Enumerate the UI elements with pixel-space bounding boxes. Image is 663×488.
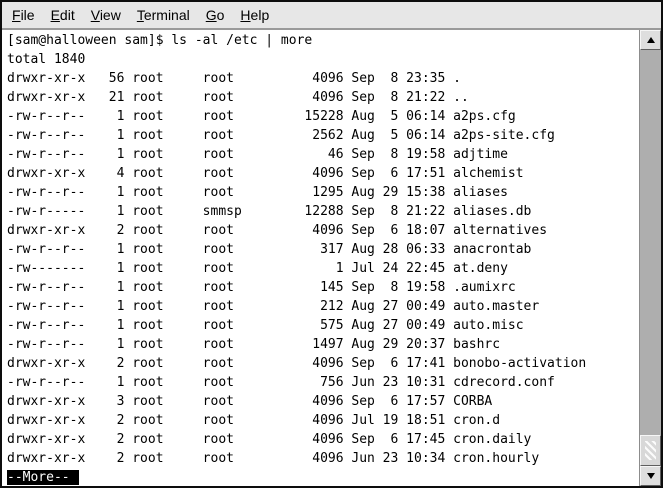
menu-item-edit[interactable]: Edit [50,7,75,23]
menu-item-label: F [12,7,21,23]
scrollbar-thumb[interactable] [640,435,661,466]
more-prompt-line: --More-- [7,468,639,486]
menu-bar: File Edit View Terminal Go Help [2,2,661,30]
file-row: drwxr-xr-x 21 root root 4096 Sep 8 21:22… [7,90,469,105]
file-row: drwxr-xr-x 2 root root 4096 Sep 6 17:41 … [7,356,587,371]
file-row: -rw-r----- 1 root smmsp 12288 Sep 8 21:2… [7,204,532,219]
file-row: -rw-r--r-- 1 root root 575 Aug 27 00:49 … [7,318,524,333]
file-row: drwxr-xr-x 3 root root 4096 Sep 6 17:57 … [7,394,493,409]
menu-item-label: T [136,7,144,23]
file-row: -rw-r--r-- 1 root root 317 Aug 28 06:33 … [7,242,532,257]
scroll-up-button[interactable] [640,30,661,50]
more-prompt: --More-- [7,470,79,485]
menu-item-label: H [240,7,251,23]
scroll-down-button[interactable] [640,466,661,486]
file-row: -rw-r--r-- 1 root root 756 Jun 23 10:31 … [7,375,555,390]
file-row: -rw-r--r-- 1 root root 212 Aug 27 00:49 … [7,299,540,314]
file-row: drwxr-xr-x 4 root root 4096 Sep 6 17:51 … [7,166,524,181]
file-row: drwxr-xr-x 2 root root 4096 Jul 19 18:51… [7,413,501,428]
file-row: drwxr-xr-x 2 root root 4096 Sep 6 17:45 … [7,432,532,447]
menu-item-view[interactable]: View [90,7,121,23]
scrollbar [639,30,661,486]
total-line: total 1840 [7,52,86,67]
menu-item-file[interactable]: File [12,7,35,23]
menu-item-label: G [205,7,217,23]
file-row: -rw-r--r-- 1 root root 15228 Aug 5 06:14… [7,109,516,124]
file-row: -rw-r--r-- 1 root root 46 Sep 8 19:58 ad… [7,147,508,162]
scrollbar-track[interactable] [640,50,661,466]
command-line: [sam@halloween sam]$ ls -al /etc | more [7,33,313,48]
menu-item-label: E [50,7,60,23]
thumb-grip-icon [645,441,656,460]
file-row: drwxr-xr-x 2 root root 4096 Jun 23 10:34… [7,451,540,466]
file-row: -rw-r--r-- 1 root root 145 Sep 8 19:58 .… [7,280,516,295]
menu-item-terminal[interactable]: Terminal [136,7,190,23]
down-arrow-icon [646,473,655,479]
menu-item-label: V [90,7,100,23]
file-row: -rw-r--r-- 1 root root 1295 Aug 29 15:38… [7,185,508,200]
file-row: -rw------- 1 root root 1 Jul 24 22:45 at… [7,261,508,276]
menu-item-go[interactable]: Go [205,7,225,23]
up-arrow-icon [646,37,655,43]
file-row: -rw-r--r-- 1 root root 2562 Aug 5 06:14 … [7,128,555,143]
window-content: [sam@halloween sam]$ ls -al /etc | more t… [2,30,661,486]
menu-item-help[interactable]: Help [240,7,270,23]
file-row: drwxr-xr-x 2 root root 4096 Sep 6 18:07 … [7,223,548,238]
file-row: drwxr-xr-x 56 root root 4096 Sep 8 23:35… [7,71,461,86]
terminal-screen[interactable]: [sam@halloween sam]$ ls -al /etc | more t… [2,30,639,486]
file-row: -rw-r--r-- 1 root root 1497 Aug 29 20:37… [7,337,501,352]
